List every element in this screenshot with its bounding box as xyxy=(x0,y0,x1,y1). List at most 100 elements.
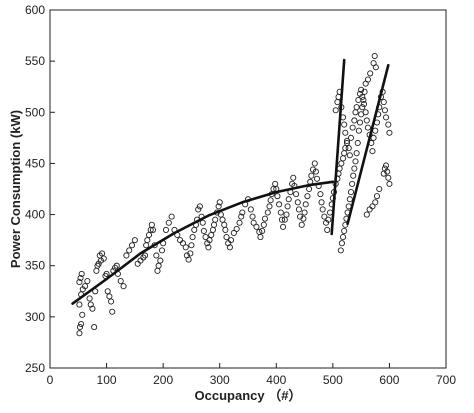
x-tick-label: 0 xyxy=(47,373,54,387)
data-point xyxy=(351,165,358,172)
data-point xyxy=(363,211,370,218)
data-point xyxy=(347,134,355,141)
data-point xyxy=(106,293,113,300)
data-point xyxy=(369,148,376,155)
data-point xyxy=(353,150,360,157)
data-point xyxy=(189,234,196,241)
data-point xyxy=(222,226,229,233)
x-axis-title: Occupancy （#） xyxy=(195,388,302,403)
data-point xyxy=(358,111,365,118)
data-point xyxy=(215,203,222,210)
data-point xyxy=(318,199,325,206)
plot-frame xyxy=(49,9,447,369)
data-point xyxy=(108,298,115,305)
data-point xyxy=(239,209,246,216)
y-axis: 250 300 350 400 450 500 550 600 xyxy=(25,3,55,375)
data-point xyxy=(386,129,393,136)
scatter-points xyxy=(76,52,393,337)
fit-line xyxy=(330,58,346,236)
y-tick-label: 550 xyxy=(25,54,45,68)
data-point xyxy=(93,267,100,274)
data-point xyxy=(260,221,267,228)
data-point xyxy=(285,196,292,203)
data-point xyxy=(283,211,290,218)
data-point xyxy=(179,240,186,247)
data-point xyxy=(359,104,366,111)
data-point xyxy=(117,278,124,285)
data-point xyxy=(371,52,378,60)
data-point xyxy=(165,219,172,226)
data-point xyxy=(143,242,150,249)
x-tick-label: 400 xyxy=(266,373,286,387)
data-point xyxy=(212,216,219,223)
data-point xyxy=(153,252,160,259)
data-point xyxy=(319,206,326,213)
y-tick-label: 500 xyxy=(25,105,45,119)
data-point xyxy=(346,196,353,203)
data-point xyxy=(77,274,84,282)
data-point xyxy=(381,107,388,114)
x-tick-label: 700 xyxy=(436,373,456,387)
y-axis-title: Power Consumption (kW) xyxy=(8,110,23,268)
x-tick-label: 200 xyxy=(153,373,173,387)
data-point xyxy=(86,295,93,302)
data-point xyxy=(182,244,189,251)
data-point xyxy=(253,223,260,230)
data-point xyxy=(361,88,368,95)
data-point xyxy=(131,237,138,244)
data-point xyxy=(205,244,212,251)
data-point xyxy=(78,270,85,277)
data-point xyxy=(339,155,347,162)
data-point xyxy=(219,216,226,223)
data-point xyxy=(337,247,344,254)
data-point xyxy=(266,203,273,210)
data-point xyxy=(236,219,243,226)
data-point xyxy=(359,93,366,100)
data-point xyxy=(126,247,133,254)
data-point xyxy=(221,221,228,228)
fit-line xyxy=(346,63,390,226)
data-point xyxy=(342,129,349,136)
data-point xyxy=(141,252,149,259)
data-point xyxy=(321,213,328,220)
data-point xyxy=(290,174,297,181)
data-point xyxy=(317,191,324,198)
y-tick-label: 350 xyxy=(25,259,45,273)
data-point xyxy=(278,216,285,223)
data-point xyxy=(226,244,233,251)
data-point xyxy=(91,324,98,331)
data-point xyxy=(384,168,391,175)
data-point xyxy=(367,70,374,77)
data-point xyxy=(157,257,164,264)
data-point xyxy=(373,193,381,200)
data-point xyxy=(276,201,283,208)
data-point xyxy=(137,257,144,264)
data-point xyxy=(187,250,194,257)
data-point xyxy=(238,213,245,220)
data-point xyxy=(250,219,257,226)
data-point xyxy=(155,262,162,269)
data-point xyxy=(149,226,157,233)
data-point xyxy=(76,279,83,286)
data-point xyxy=(120,283,127,290)
data-point xyxy=(148,221,155,228)
data-point xyxy=(385,121,392,128)
data-point xyxy=(349,180,356,187)
data-point xyxy=(363,117,370,124)
data-point xyxy=(312,168,319,175)
data-point xyxy=(259,227,266,234)
data-point xyxy=(295,206,302,213)
data-point xyxy=(298,221,305,228)
data-point xyxy=(177,237,184,244)
data-point xyxy=(230,229,237,237)
data-point xyxy=(284,203,291,210)
data-point xyxy=(302,201,309,208)
data-point xyxy=(360,96,367,104)
data-point xyxy=(82,283,89,290)
data-point xyxy=(104,288,111,295)
data-point xyxy=(341,227,348,234)
data-point xyxy=(382,162,390,169)
data-point xyxy=(308,172,315,179)
fit-line xyxy=(71,180,335,305)
data-point xyxy=(350,172,357,179)
